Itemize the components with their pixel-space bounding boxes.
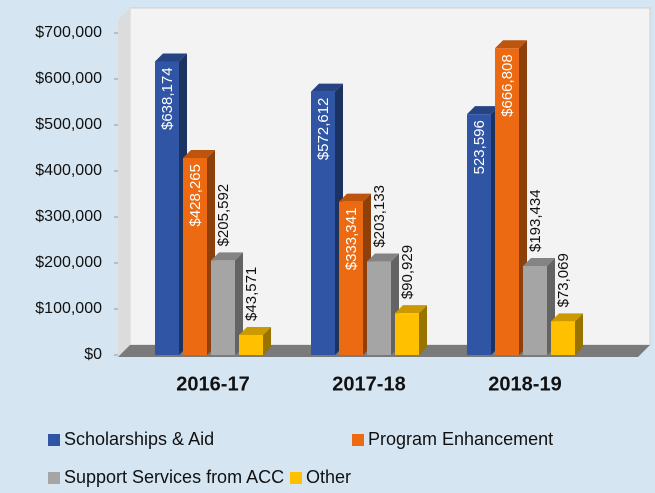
bar-front [367,261,391,355]
y-tick-label: $400,000 [35,162,102,179]
y-tick-label: $300,000 [35,208,102,225]
bar-top [155,53,187,62]
legend-swatch [48,472,60,484]
data-label: $638,174 [159,67,176,130]
bar-front [551,321,575,355]
bar-front [183,157,207,355]
data-label: $73,069 [555,253,572,307]
y-tick-label: $0 [84,346,102,363]
data-label: $90,929 [399,245,416,299]
bar-front [311,91,335,355]
data-label: $428,265 [187,164,204,227]
bar-top [239,326,271,335]
data-label: $205,592 [215,184,232,247]
bar-top [311,83,343,92]
y-tick-label: $100,000 [35,300,102,317]
bar-side [419,305,427,355]
data-label: $572,612 [315,98,332,161]
legend-swatch [48,434,60,446]
bar-front [395,313,419,355]
data-label: $43,571 [243,267,260,321]
legend-swatch [290,472,302,484]
bar-front [239,334,263,355]
bar-top [523,258,555,267]
bar-front [211,260,235,355]
x-tick-label: 2016-17 [176,373,249,395]
legend-swatch [352,434,364,446]
bar-top [183,149,215,158]
y-tick-label: $600,000 [35,70,102,87]
bar-front [155,61,179,355]
data-label: $203,133 [371,185,388,248]
bar [495,40,527,356]
bar-top [211,252,243,261]
legend-label: Scholarships & Aid [64,429,214,449]
bar-top [551,313,583,322]
bar-side [235,252,243,355]
bar-top [467,106,499,115]
bar [523,258,555,355]
bar-front [339,201,363,355]
data-label: $333,341 [343,208,360,271]
bar-front [523,266,547,355]
legend-label: Other [306,467,351,487]
bar-front [495,48,519,356]
x-tick-label: 2018-19 [488,373,561,395]
data-label: 523,596 [471,120,488,174]
bar [395,305,427,355]
bar-top [339,193,371,202]
bar-side [263,326,271,355]
data-label: $193,434 [527,189,544,252]
bar [211,252,243,355]
bar [367,253,399,355]
data-label: $666,808 [499,54,516,117]
legend-label: Support Services from ACC [64,467,284,487]
bar-top [495,40,527,49]
x-tick-label: 2017-18 [332,373,405,395]
y-tick-label: $500,000 [35,116,102,133]
side-wall [118,8,130,357]
bar-front [467,114,491,355]
bar-top [367,253,399,262]
y-tick-label: $700,000 [35,24,102,41]
y-tick-label: $200,000 [35,254,102,271]
bar [239,326,271,355]
bar-side [575,313,583,355]
legend-label: Program Enhancement [368,429,553,449]
bar-top [395,305,427,314]
bar [551,313,583,355]
